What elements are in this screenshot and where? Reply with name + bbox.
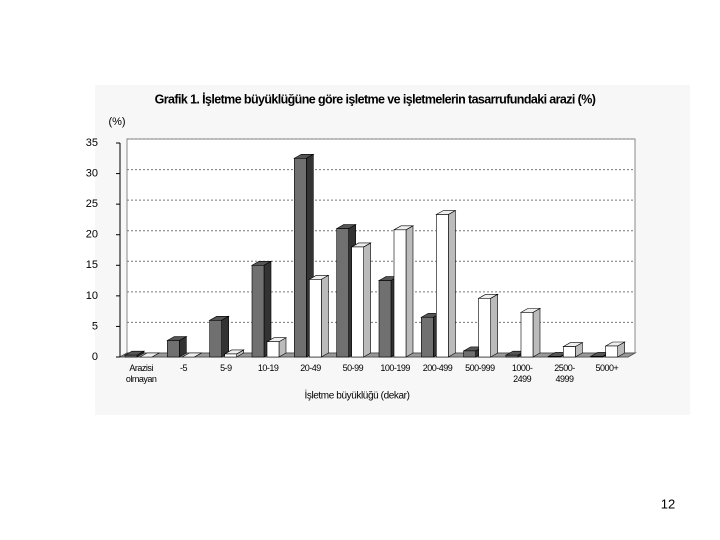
x-axis-label: İşletme büyüklüğü (dekar) xyxy=(304,389,409,402)
x-tick-label: 100-199 xyxy=(380,363,410,373)
bar-side xyxy=(363,242,371,358)
bar xyxy=(505,354,519,358)
x-tick-label: 1000-2499 xyxy=(511,363,533,384)
bar-side xyxy=(221,315,229,358)
bar xyxy=(393,229,407,358)
bar xyxy=(167,340,180,358)
bar-side xyxy=(405,225,414,358)
bar xyxy=(266,341,280,358)
bar xyxy=(478,298,491,358)
y-tick-label: 30 xyxy=(86,167,98,179)
bar xyxy=(336,228,349,358)
x-tick-label: 5000+ xyxy=(595,363,619,373)
back-wall xyxy=(119,138,636,358)
bar-side xyxy=(448,210,456,358)
x-tick-label: 5-9 xyxy=(220,363,232,373)
bar xyxy=(590,356,603,358)
bar xyxy=(224,353,237,358)
bar xyxy=(605,345,618,358)
bar xyxy=(436,214,449,358)
bar xyxy=(251,264,265,358)
bar-side xyxy=(532,307,541,358)
x-tick-label: -5 xyxy=(179,363,188,373)
bar xyxy=(421,316,434,358)
chart-title: Grafik 1. İşletme büyüklüğüne göre işlet… xyxy=(155,91,596,106)
y-tick-label: 20 xyxy=(86,229,98,241)
y-tick-label: 0 xyxy=(92,351,98,363)
x-tick-label: 500-999 xyxy=(465,363,495,373)
y-axis-label: (%) xyxy=(108,116,125,128)
x-tick-label: 200-499 xyxy=(422,363,453,373)
bar xyxy=(124,354,138,358)
bar-side xyxy=(490,293,498,358)
bar xyxy=(520,312,534,358)
y-tick-label: 5 xyxy=(92,320,98,332)
page-number: 12 xyxy=(661,496,675,511)
bar-top xyxy=(181,352,203,358)
bar-side xyxy=(321,274,329,358)
y-tick-label: 25 xyxy=(86,198,98,210)
bar xyxy=(548,356,561,358)
bar xyxy=(351,246,364,358)
bar xyxy=(309,279,322,358)
bar xyxy=(378,280,392,358)
x-tick-label: 2500-4999 xyxy=(554,363,575,384)
bar xyxy=(209,320,222,358)
x-tick-label: 50-99 xyxy=(342,363,364,373)
y-tick-label: 35 xyxy=(86,137,98,149)
x-tick-label: 20-49 xyxy=(300,363,321,373)
bar-top xyxy=(138,352,161,358)
y-tick-label: 15 xyxy=(86,259,98,271)
bar xyxy=(294,157,307,358)
bar xyxy=(463,350,476,358)
x-tick-label: 10-19 xyxy=(257,363,279,373)
bar xyxy=(563,346,576,358)
y-tick-label: 10 xyxy=(86,290,98,302)
x-tick-label: Arazisi olmayan xyxy=(125,363,157,384)
